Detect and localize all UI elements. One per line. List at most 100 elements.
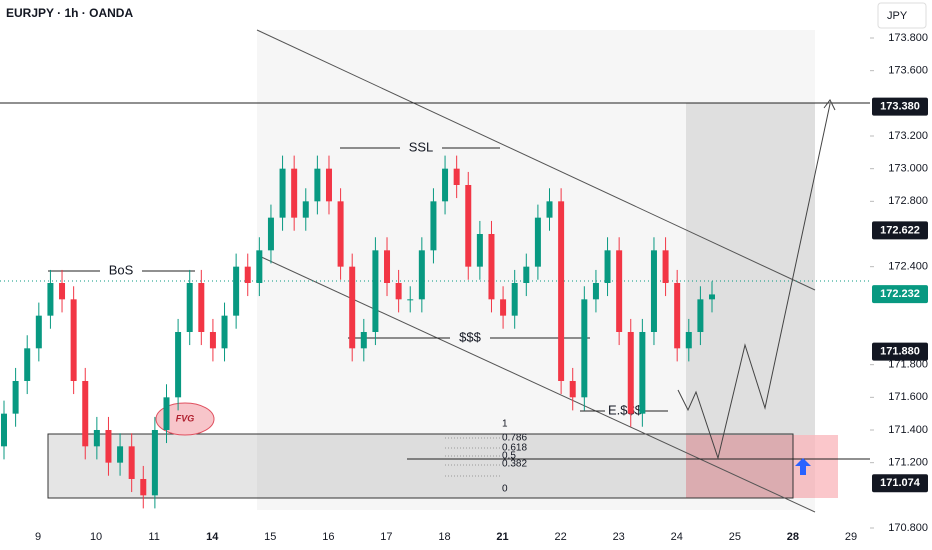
price-label-box (872, 285, 928, 304)
price-label-box (872, 97, 928, 116)
candle-body (128, 446, 135, 479)
candle-body (534, 217, 541, 267)
x-tick-label: 11 (148, 531, 159, 543)
candle-body (175, 331, 182, 398)
candle-body (360, 331, 367, 349)
fib-label: 0.5 (502, 451, 516, 462)
candle-body (476, 233, 483, 267)
candle-body (604, 250, 611, 283)
currency-button[interactable] (877, 2, 927, 29)
candle-body (395, 282, 402, 300)
candle-body (650, 250, 657, 332)
candle-body (93, 429, 100, 447)
candle-body (105, 429, 112, 463)
fib-label: 1 (502, 419, 508, 430)
candle-body (279, 168, 286, 218)
annotation: BoS (109, 262, 134, 277)
candle-body (59, 282, 66, 300)
y-tick-label: 171.200 (888, 457, 928, 469)
price-label: 171.880 (880, 345, 920, 357)
candle-body (616, 250, 623, 332)
candle-body (337, 201, 344, 267)
candle-body (523, 266, 530, 283)
price-label: 172.232 (880, 288, 920, 300)
candle-body (488, 233, 495, 300)
y-tick-label: 172.400 (888, 261, 928, 273)
candle-body (558, 201, 565, 381)
candle-body (685, 331, 692, 349)
y-tick-label: 171.600 (888, 391, 928, 403)
candle-body (1, 413, 7, 447)
buy-arrow (795, 458, 811, 475)
candle-body (349, 266, 356, 349)
x-tick-label: 14 (206, 531, 219, 543)
time-axis (0, 520, 870, 550)
candle-body (70, 299, 77, 381)
x-tick-label: 25 (729, 531, 741, 543)
price-label: 173.380 (880, 101, 920, 113)
y-tick-label: 171.400 (888, 424, 928, 436)
candle-body (418, 250, 425, 300)
y-tick-label: 170.800 (888, 522, 928, 534)
candle-body (546, 201, 553, 218)
x-tick-label: 15 (264, 531, 276, 543)
fib-label: 0.618 (502, 443, 527, 454)
candle-body (465, 184, 472, 267)
fvg-marker (155, 402, 215, 436)
candle-body (581, 299, 588, 398)
currency-label[interactable]: JPY (887, 10, 908, 22)
x-tick-label: 24 (671, 531, 683, 543)
x-tick-label: 21 (496, 531, 508, 543)
candle-body (511, 282, 518, 316)
annotation: SSL (409, 139, 434, 154)
candle-body (442, 168, 449, 202)
x-tick-label: 18 (438, 531, 450, 543)
fib-lines (445, 437, 500, 477)
candle-body (372, 250, 379, 332)
candle-body (453, 168, 460, 185)
candle-body (627, 331, 634, 414)
price-axis (870, 0, 932, 550)
candle-body (221, 315, 228, 349)
candle-body (47, 282, 54, 316)
y-tick-label: 173.200 (888, 130, 928, 142)
candle-body (697, 299, 704, 332)
candle-body (117, 446, 124, 463)
candle-body (430, 201, 437, 251)
candle-body (151, 429, 158, 496)
x-tick-label: 23 (613, 531, 625, 543)
candle-body (186, 282, 193, 332)
candle-body (639, 331, 646, 414)
candle-body (209, 331, 216, 349)
candle-body (267, 217, 274, 251)
candle-body (82, 380, 89, 447)
candle-body (407, 299, 414, 301)
demand-box (47, 433, 794, 499)
price-label: 172.622 (880, 224, 920, 236)
candle-body (569, 380, 576, 398)
price-label-box (872, 474, 928, 493)
annotation: $$$ (459, 329, 481, 344)
candle-body (24, 348, 31, 381)
candle-body (244, 266, 251, 283)
annotation: FVG (176, 413, 195, 423)
candle-body (291, 168, 298, 218)
candle-body (674, 282, 681, 349)
fib-label: 0.382 (502, 459, 527, 470)
x-tick-label: 29 (845, 531, 857, 543)
price-label: 171.074 (880, 477, 921, 489)
y-tick-label: 171.800 (888, 359, 928, 371)
x-tick-label: 17 (380, 531, 392, 543)
x-tick-label: 28 (787, 531, 799, 543)
target-zone (686, 103, 815, 435)
candle-body (256, 250, 263, 283)
y-tick-label: 173.000 (888, 163, 928, 175)
x-tick-label: 10 (90, 531, 102, 543)
x-tick-label: 16 (322, 531, 334, 543)
candle-body (384, 250, 391, 283)
y-tick-label: 173.800 (888, 32, 928, 44)
y-tick-label: 172.800 (888, 195, 928, 207)
projection-path (677, 103, 831, 460)
candle-body (233, 266, 240, 316)
